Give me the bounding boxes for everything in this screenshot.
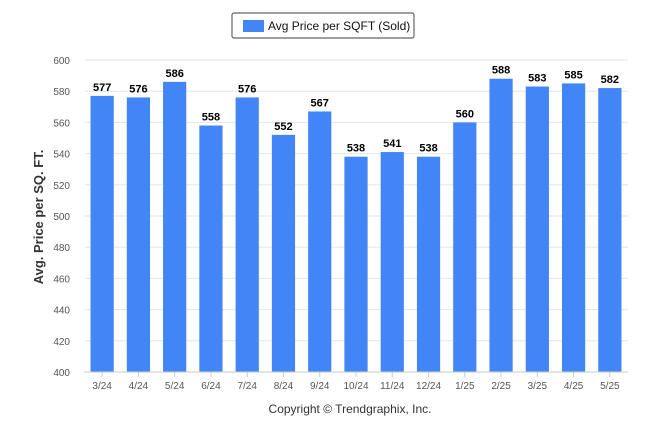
y-tick-label-7: 540 <box>53 150 70 161</box>
bar-12-24 <box>416 156 441 372</box>
x-tick-label-7-24: 7/24 <box>237 381 257 392</box>
bar-layer <box>90 78 622 373</box>
y-tick-label-5: 500 <box>53 212 70 223</box>
y-tick-label-1: 420 <box>53 337 70 348</box>
data-label-4-25: 585 <box>564 69 582 81</box>
x-tick-label-11-24: 11/24 <box>380 381 405 392</box>
data-label-8-24: 552 <box>274 121 292 133</box>
data-label-1-25: 560 <box>456 108 474 120</box>
x-tick-label-4-25: 4/25 <box>564 381 584 392</box>
data-label-11-24: 541 <box>383 138 401 150</box>
data-label-4-24: 576 <box>129 83 147 95</box>
data-label-layer: 577 576 586 558 576 552 567 538 541 538 560 588 583 5… <box>93 65 619 155</box>
x-tick-label-9-24: 9/24 <box>310 381 330 392</box>
bar-5-24 <box>163 81 187 372</box>
x-tick-label-5-25: 5/25 <box>600 381 620 392</box>
y-tick-label-9: 580 <box>53 87 70 98</box>
x-tick-label-3-24: 3/24 <box>92 381 112 392</box>
bar-8-24 <box>271 134 296 372</box>
data-label-12-24: 538 <box>419 143 437 155</box>
y-tick-label-2: 440 <box>53 306 70 317</box>
bar-1-25 <box>453 122 477 373</box>
y-tick-label-6: 520 <box>53 181 70 192</box>
bar-3-24 <box>90 95 114 372</box>
y-tick-label-0: 400 <box>53 368 70 379</box>
axis-layer: 400 420 440 460 480 500 520 540 560 580 600 3/24 4/2… <box>53 56 628 392</box>
data-label-3-24: 577 <box>93 82 111 94</box>
bar-4-24 <box>126 97 151 372</box>
data-label-10-24: 538 <box>347 143 365 155</box>
legend-box <box>231 12 415 39</box>
x-tick-label-4-24: 4/24 <box>129 381 149 392</box>
copyright-text: Copyright © Trendgraphix, Inc. <box>269 402 432 416</box>
y-tick-label-8: 560 <box>53 118 70 129</box>
x-tick-label-6-24: 6/24 <box>201 381 221 392</box>
x-tick-label-5-24: 5/24 <box>165 381 185 392</box>
data-label-2-25: 588 <box>492 65 510 77</box>
x-tick-label-8-24: 8/24 <box>274 381 294 392</box>
y-tick-label-10: 600 <box>53 56 70 67</box>
bar-9-24 <box>308 111 332 372</box>
x-tick-label-2-25: 2/25 <box>491 381 511 392</box>
legend: Avg Price per SQFT (Sold) <box>231 12 415 39</box>
legend-label: Avg Price per SQFT (Sold) <box>268 19 410 33</box>
data-label-5-24: 586 <box>165 68 183 80</box>
x-tick-label-3-25: 3/25 <box>528 381 548 392</box>
x-tick-label-1-25: 1/25 <box>455 381 475 392</box>
y-axis-title: Avg. Price per SQ. FT. <box>31 150 46 285</box>
y-tick-label-4: 480 <box>53 243 70 254</box>
bar-10-24 <box>344 156 368 372</box>
bar-4-25 <box>561 83 586 373</box>
data-label-7-24: 576 <box>238 83 256 95</box>
y-tick-label-3: 460 <box>53 274 70 285</box>
bar-6-24 <box>199 125 223 373</box>
bar-5-25 <box>598 88 622 372</box>
x-tick-label-12-24: 12/24 <box>416 381 441 392</box>
data-label-5-25: 582 <box>601 74 619 86</box>
data-label-9-24: 567 <box>311 97 329 109</box>
bar-7-24 <box>235 97 259 372</box>
data-label-3-25: 583 <box>528 73 546 85</box>
bar-11-24 <box>380 152 404 372</box>
x-tick-label-10-24: 10/24 <box>343 381 368 392</box>
bar-3-25 <box>525 86 549 373</box>
legend-swatch <box>243 20 264 32</box>
data-label-6-24: 558 <box>202 112 220 124</box>
bar-2-25 <box>489 78 513 372</box>
